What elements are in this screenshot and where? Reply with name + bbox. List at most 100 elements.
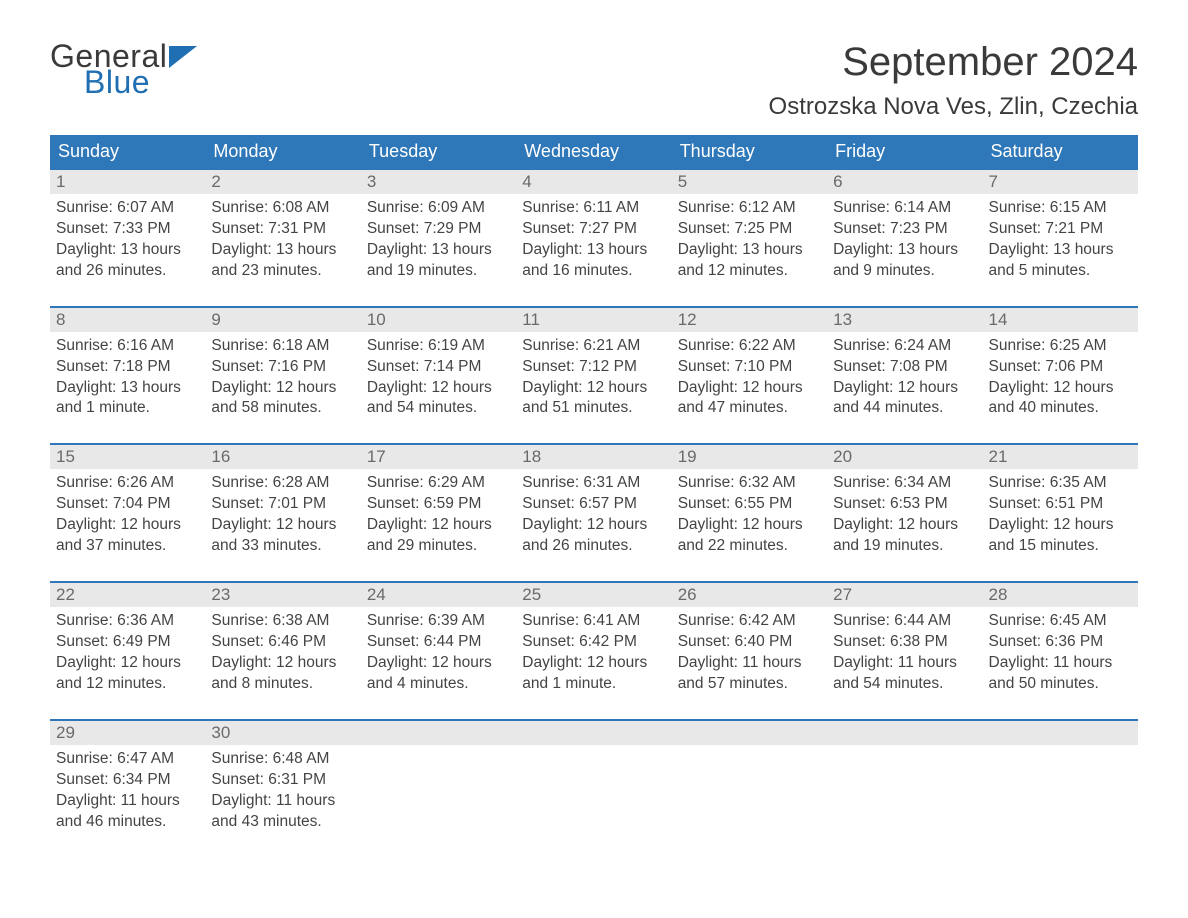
- daylight-text: and 26 minutes.: [522, 536, 665, 557]
- sunrise-text: Sunrise: 6:39 AM: [367, 611, 510, 632]
- calendar-day: 29Sunrise: 6:47 AMSunset: 6:34 PMDayligh…: [50, 721, 205, 833]
- sunset-text: Sunset: 7:18 PM: [56, 357, 199, 378]
- calendar-day: 15Sunrise: 6:26 AMSunset: 7:04 PMDayligh…: [50, 445, 205, 557]
- calendar-day: 7Sunrise: 6:15 AMSunset: 7:21 PMDaylight…: [983, 170, 1138, 282]
- sunrise-text: Sunrise: 6:22 AM: [678, 336, 821, 357]
- daylight-text: and 58 minutes.: [211, 398, 354, 419]
- calendar-day: 18Sunrise: 6:31 AMSunset: 6:57 PMDayligh…: [516, 445, 671, 557]
- daylight-text: Daylight: 12 hours: [56, 515, 199, 536]
- sunrise-text: Sunrise: 6:45 AM: [989, 611, 1132, 632]
- calendar-day: 30Sunrise: 6:48 AMSunset: 6:31 PMDayligh…: [205, 721, 360, 833]
- calendar-week: 8Sunrise: 6:16 AMSunset: 7:18 PMDaylight…: [50, 306, 1138, 420]
- weekday-header: Saturday: [983, 135, 1138, 168]
- day-body: Sunrise: 6:41 AMSunset: 6:42 PMDaylight:…: [516, 607, 671, 695]
- day-body: Sunrise: 6:44 AMSunset: 6:38 PMDaylight:…: [827, 607, 982, 695]
- sunrise-text: Sunrise: 6:31 AM: [522, 473, 665, 494]
- sunset-text: Sunset: 7:14 PM: [367, 357, 510, 378]
- daylight-text: Daylight: 11 hours: [833, 653, 976, 674]
- daylight-text: Daylight: 12 hours: [833, 515, 976, 536]
- calendar-day: 17Sunrise: 6:29 AMSunset: 6:59 PMDayligh…: [361, 445, 516, 557]
- logo-flag-icon: [169, 46, 199, 68]
- daylight-text: Daylight: 11 hours: [211, 791, 354, 812]
- sunset-text: Sunset: 6:55 PM: [678, 494, 821, 515]
- sunset-text: Sunset: 6:40 PM: [678, 632, 821, 653]
- day-number: 19: [672, 445, 827, 469]
- day-number: 20: [827, 445, 982, 469]
- sunset-text: Sunset: 6:42 PM: [522, 632, 665, 653]
- day-number: 2: [205, 170, 360, 194]
- calendar-day: 11Sunrise: 6:21 AMSunset: 7:12 PMDayligh…: [516, 308, 671, 420]
- day-body: Sunrise: 6:28 AMSunset: 7:01 PMDaylight:…: [205, 469, 360, 557]
- calendar-day: 22Sunrise: 6:36 AMSunset: 6:49 PMDayligh…: [50, 583, 205, 695]
- sunset-text: Sunset: 7:08 PM: [833, 357, 976, 378]
- sunrise-text: Sunrise: 6:28 AM: [211, 473, 354, 494]
- day-number: 22: [50, 583, 205, 607]
- daylight-text: Daylight: 13 hours: [56, 378, 199, 399]
- daylight-text: Daylight: 12 hours: [211, 653, 354, 674]
- day-body: Sunrise: 6:21 AMSunset: 7:12 PMDaylight:…: [516, 332, 671, 420]
- sunrise-text: Sunrise: 6:16 AM: [56, 336, 199, 357]
- calendar-day: 19Sunrise: 6:32 AMSunset: 6:55 PMDayligh…: [672, 445, 827, 557]
- day-number: 6: [827, 170, 982, 194]
- sunrise-text: Sunrise: 6:15 AM: [989, 198, 1132, 219]
- day-number: 28: [983, 583, 1138, 607]
- day-number: 24: [361, 583, 516, 607]
- weekday-header: Wednesday: [516, 135, 671, 168]
- calendar-day: 10Sunrise: 6:19 AMSunset: 7:14 PMDayligh…: [361, 308, 516, 420]
- daylight-text: and 29 minutes.: [367, 536, 510, 557]
- daylight-text: Daylight: 11 hours: [989, 653, 1132, 674]
- sunrise-text: Sunrise: 6:25 AM: [989, 336, 1132, 357]
- day-body: Sunrise: 6:42 AMSunset: 6:40 PMDaylight:…: [672, 607, 827, 695]
- day-number: 27: [827, 583, 982, 607]
- day-number: 14: [983, 308, 1138, 332]
- sunrise-text: Sunrise: 6:32 AM: [678, 473, 821, 494]
- day-number: 16: [205, 445, 360, 469]
- weekday-header-row: Sunday Monday Tuesday Wednesday Thursday…: [50, 135, 1138, 168]
- sunrise-text: Sunrise: 6:18 AM: [211, 336, 354, 357]
- day-body: Sunrise: 6:45 AMSunset: 6:36 PMDaylight:…: [983, 607, 1138, 695]
- daylight-text: Daylight: 12 hours: [522, 378, 665, 399]
- calendar-day: 14Sunrise: 6:25 AMSunset: 7:06 PMDayligh…: [983, 308, 1138, 420]
- day-number: 13: [827, 308, 982, 332]
- daylight-text: and 51 minutes.: [522, 398, 665, 419]
- daylight-text: Daylight: 12 hours: [211, 378, 354, 399]
- daylight-text: Daylight: 12 hours: [678, 378, 821, 399]
- day-body: Sunrise: 6:35 AMSunset: 6:51 PMDaylight:…: [983, 469, 1138, 557]
- daylight-text: and 57 minutes.: [678, 674, 821, 695]
- day-body: Sunrise: 6:34 AMSunset: 6:53 PMDaylight:…: [827, 469, 982, 557]
- sunrise-text: Sunrise: 6:35 AM: [989, 473, 1132, 494]
- sunset-text: Sunset: 6:51 PM: [989, 494, 1132, 515]
- daylight-text: and 37 minutes.: [56, 536, 199, 557]
- weekday-header: Friday: [827, 135, 982, 168]
- day-body: Sunrise: 6:14 AMSunset: 7:23 PMDaylight:…: [827, 194, 982, 282]
- daylight-text: and 43 minutes.: [211, 812, 354, 833]
- day-body: Sunrise: 6:47 AMSunset: 6:34 PMDaylight:…: [50, 745, 205, 833]
- day-body: Sunrise: 6:08 AMSunset: 7:31 PMDaylight:…: [205, 194, 360, 282]
- daylight-text: Daylight: 12 hours: [211, 515, 354, 536]
- day-body: Sunrise: 6:24 AMSunset: 7:08 PMDaylight:…: [827, 332, 982, 420]
- day-number: 3: [361, 170, 516, 194]
- daylight-text: and 26 minutes.: [56, 261, 199, 282]
- day-body: Sunrise: 6:18 AMSunset: 7:16 PMDaylight:…: [205, 332, 360, 420]
- day-number: 9: [205, 308, 360, 332]
- sunrise-text: Sunrise: 6:12 AM: [678, 198, 821, 219]
- daylight-text: Daylight: 13 hours: [367, 240, 510, 261]
- daylight-text: Daylight: 12 hours: [56, 653, 199, 674]
- sunset-text: Sunset: 7:21 PM: [989, 219, 1132, 240]
- title-block: September 2024 Ostrozska Nova Ves, Zlin,…: [769, 40, 1138, 121]
- day-number: 10: [361, 308, 516, 332]
- day-body: Sunrise: 6:07 AMSunset: 7:33 PMDaylight:…: [50, 194, 205, 282]
- day-body: Sunrise: 6:19 AMSunset: 7:14 PMDaylight:…: [361, 332, 516, 420]
- calendar-day: 1Sunrise: 6:07 AMSunset: 7:33 PMDaylight…: [50, 170, 205, 282]
- daylight-text: Daylight: 12 hours: [522, 515, 665, 536]
- location-text: Ostrozska Nova Ves, Zlin, Czechia: [769, 93, 1138, 121]
- daylight-text: Daylight: 11 hours: [56, 791, 199, 812]
- sunrise-text: Sunrise: 6:34 AM: [833, 473, 976, 494]
- daylight-text: Daylight: 13 hours: [56, 240, 199, 261]
- day-body: Sunrise: 6:48 AMSunset: 6:31 PMDaylight:…: [205, 745, 360, 833]
- sunset-text: Sunset: 7:29 PM: [367, 219, 510, 240]
- sunset-text: Sunset: 7:04 PM: [56, 494, 199, 515]
- sunset-text: Sunset: 7:23 PM: [833, 219, 976, 240]
- day-number: 5: [672, 170, 827, 194]
- day-body: Sunrise: 6:12 AMSunset: 7:25 PMDaylight:…: [672, 194, 827, 282]
